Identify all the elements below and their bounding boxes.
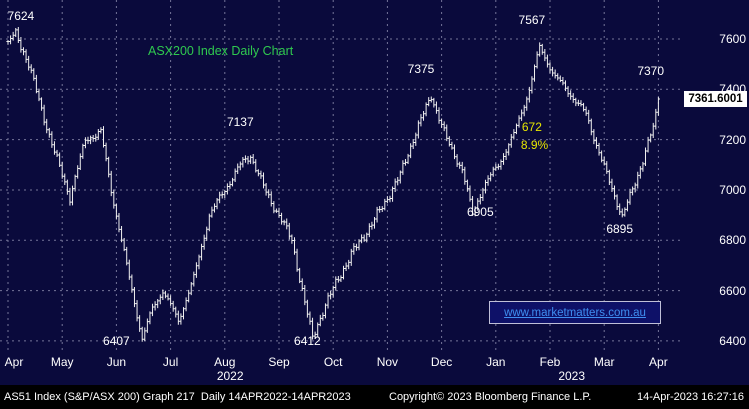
y-axis-tick-label: 7600 <box>719 32 746 46</box>
x-axis-month-label: Oct <box>323 355 343 369</box>
x-axis-month-label: Jan <box>486 355 506 369</box>
last-price-badge: 7361.6001 <box>684 91 747 107</box>
x-axis-month-label: Mar <box>593 355 615 369</box>
y-axis-tick-label: 7200 <box>719 132 746 147</box>
x-axis-month-label: Aug <box>214 355 236 369</box>
price-chart-svg <box>0 0 682 352</box>
status-datetime: 14-Apr-2023 16:27:16 <box>636 391 744 403</box>
x-axis-month-label: May <box>50 355 74 369</box>
x-axis-month-label: Sep <box>268 355 290 369</box>
status-bar: AS51 Index (S&P/ASX 200) Graph 217 Daily… <box>0 385 749 409</box>
marketmatters-watermark: www.marketmatters.com.au <box>489 301 661 324</box>
status-copyright: Copyright© 2023 Bloomberg Finance L.P. <box>389 391 592 403</box>
x-axis-month-label: Dec <box>430 355 453 369</box>
marketmatters-link[interactable]: www.marketmatters.com.au <box>504 306 646 319</box>
x-axis-year-label: 2022 <box>216 369 244 383</box>
status-left-text: AS51 Index (S&P/ASX 200) Graph 217 Daily… <box>4 391 351 403</box>
x-axis-month-label: Apr <box>4 355 24 369</box>
x-axis-month-label: Nov <box>376 355 399 369</box>
y-axis-tick-label: 6600 <box>719 283 746 298</box>
x-axis-month-label: Jul <box>162 355 179 369</box>
chart-title: ASX200 Index Daily Chart <box>148 44 294 58</box>
x-axis-year-label: 2023 <box>558 369 586 383</box>
x-axis-month-label: Feb <box>539 355 561 369</box>
x-axis-month-label: Apr <box>649 355 668 369</box>
chart-plot-area[interactable]: ASX200 Index Daily Chart 7624 7137 7375 756… <box>0 0 683 352</box>
y-axis: 7600 7400 7200 7000 6800 6600 6400 <box>683 0 749 352</box>
y-axis-tick-label: 7000 <box>719 183 746 197</box>
y-axis-tick-label: 6800 <box>719 233 746 248</box>
x-axis-month-label: Jun <box>106 355 127 369</box>
x-axis: Apr May Jun Jul Aug Sep Oct Nov Dec Jan Feb Mar Apr 2… <box>0 352 683 385</box>
y-axis-tick-label: 6400 <box>719 333 746 348</box>
